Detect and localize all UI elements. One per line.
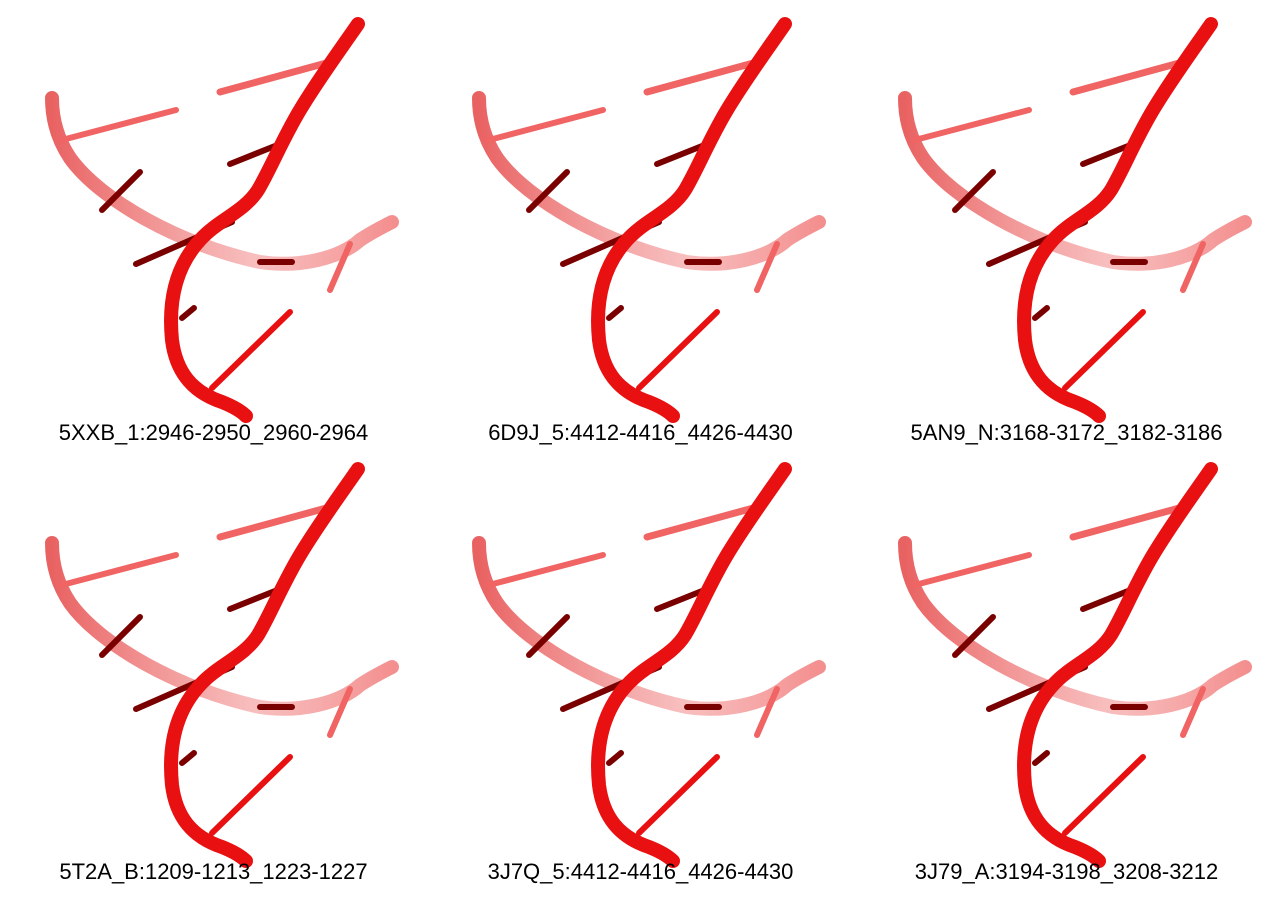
base-stick [754, 241, 780, 293]
base-stick [952, 614, 996, 658]
base-stick [99, 169, 143, 213]
rna-structure-image [472, 17, 826, 423]
base-stick [1080, 586, 1136, 612]
base-stick [912, 107, 1032, 143]
rna-structure-image [45, 462, 399, 868]
structure-panel: 5AN9_N:3168-3172_3182-3186 [853, 0, 1280, 450]
base-stick [1069, 58, 1187, 96]
base-stick [179, 750, 197, 766]
base-stick [1062, 754, 1146, 836]
front-strand [591, 17, 792, 423]
front-strand [1017, 17, 1218, 423]
structure-panel: 3J79_A:3194-3198_3208-3212 [853, 445, 1280, 895]
panel-label: 5AN9_N:3168-3172_3182-3186 [910, 420, 1223, 445]
base-stick [227, 586, 283, 612]
base-stick [526, 614, 570, 658]
base-stick [1062, 309, 1146, 391]
rna-structure-image [472, 462, 826, 868]
base-stick [912, 552, 1032, 588]
panel-label: 3J7Q_5:4412-4416_4426-4430 [487, 859, 794, 884]
panel-label: 3J79_A:3194-3198_3208-3212 [914, 859, 1219, 884]
panel-label: 5T2A_B:1209-1213_1223-1227 [59, 859, 368, 884]
back-strand [898, 536, 1252, 716]
base-stick [526, 169, 570, 213]
back-strand [472, 91, 826, 271]
back-strand [45, 536, 399, 716]
base-stick [1180, 241, 1206, 293]
back-strand [45, 91, 399, 271]
base-stick [1180, 686, 1206, 738]
base-stick [209, 309, 293, 391]
panel-label: 5XXB_1:2946-2950_2960-2964 [58, 420, 369, 445]
base-stick [636, 754, 720, 836]
base-stick [59, 107, 179, 143]
back-strand [898, 91, 1252, 271]
front-strand [591, 462, 792, 868]
base-stick [643, 503, 761, 541]
base-stick [216, 58, 334, 96]
front-strand [164, 17, 365, 423]
base-stick [179, 305, 197, 321]
base-stick [1069, 503, 1187, 541]
base-stick [227, 141, 283, 167]
base-stick [486, 552, 606, 588]
base-stick [1080, 141, 1136, 167]
base-stick [327, 686, 353, 738]
base-stick [952, 169, 996, 213]
structure-panel: 3J7Q_5:4412-4416_4426-4430 [427, 445, 854, 895]
base-stick [1032, 305, 1050, 321]
front-strand [164, 462, 365, 868]
base-stick [486, 107, 606, 143]
front-strand [1017, 462, 1218, 868]
structure-panel: 5XXB_1:2946-2950_2960-2964 [0, 0, 427, 450]
rna-structure-image [898, 17, 1252, 423]
structure-panel: 6D9J_5:4412-4416_4426-4430 [427, 0, 854, 450]
base-stick [1032, 750, 1050, 766]
base-stick [216, 503, 334, 541]
base-stick [754, 686, 780, 738]
base-stick [606, 750, 624, 766]
panel-label: 6D9J_5:4412-4416_4426-4430 [488, 420, 793, 445]
back-strand [472, 536, 826, 716]
rna-structure-image [45, 17, 399, 423]
base-stick [327, 241, 353, 293]
base-stick [99, 614, 143, 658]
base-stick [59, 552, 179, 588]
base-stick [643, 58, 761, 96]
base-stick [654, 586, 710, 612]
base-stick [606, 305, 624, 321]
base-stick [209, 754, 293, 836]
base-stick [654, 141, 710, 167]
structure-panel: 5T2A_B:1209-1213_1223-1227 [0, 445, 427, 895]
base-stick [636, 309, 720, 391]
rna-structure-image [898, 462, 1252, 868]
